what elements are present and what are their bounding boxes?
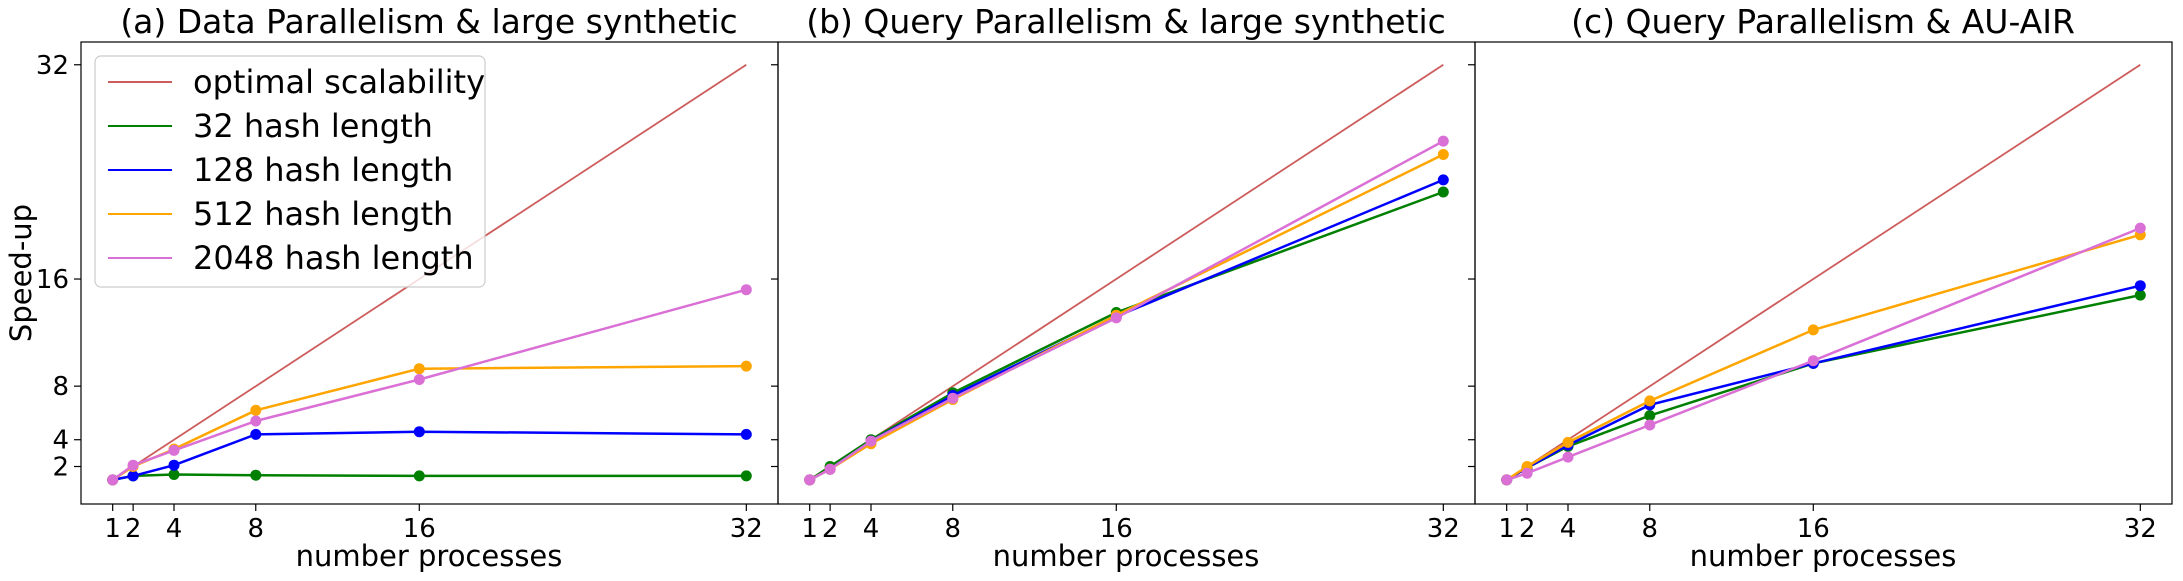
- panel-a-x-tick-label: 4: [166, 514, 183, 544]
- panel-a-point-2048-hash-length: [413, 374, 425, 385]
- panel-a-x-tick-label: 32: [730, 514, 763, 544]
- panel-c-series-32-hash-length: [1506, 293, 2141, 481]
- y-tick-label: 8: [52, 372, 69, 402]
- panel-c-point-128-hash-length: [2134, 280, 2146, 292]
- panel-b-series-512-hash-length: [809, 153, 1444, 482]
- panel-c-series-2048-hash-length: [1506, 226, 2141, 482]
- panel-a-point-128-hash-length: [127, 470, 139, 482]
- panel-a-point-2048-hash-length: [740, 284, 752, 296]
- panel-b-series-128-hash-length: [809, 178, 1444, 482]
- panel-c-frame: [1474, 41, 2173, 505]
- legend-label-2048: 2048 hash length: [193, 239, 474, 277]
- y-tick-label: 2: [52, 453, 69, 483]
- panel-b-point-2048-hash-length: [824, 463, 836, 475]
- panel-c-title: (c) Query Parallelism & AU-AIR: [1571, 2, 2075, 41]
- panel-b-x-tick-label: 2: [822, 514, 839, 544]
- panel-b-point-32-hash-length: [1437, 186, 1449, 198]
- panel-c-series-optimal-scalability: [1506, 64, 2141, 481]
- panel-a-point-128-hash-length: [168, 459, 180, 471]
- panel-a-point-128-hash-length: [740, 428, 752, 440]
- panel-a-point-128-hash-length: [413, 426, 425, 438]
- panel-a-point-512-hash-length: [413, 363, 425, 375]
- panel-c-point-512-hash-length: [1644, 395, 1656, 407]
- panel-a-x-tick-label: 16: [403, 514, 436, 544]
- panel-b-series-32-hash-length: [809, 190, 1444, 481]
- panel-a-point-512-hash-length: [250, 404, 262, 416]
- panel-c-point-32-hash-length: [1644, 410, 1656, 422]
- panel-a-point-32-hash-length: [250, 469, 262, 481]
- panel-c-point-2048-hash-length: [1807, 355, 1819, 367]
- panel-a-point-512-hash-length: [740, 360, 752, 372]
- y-tick-label: 16: [36, 265, 69, 295]
- legend-box: [94, 55, 486, 288]
- panel-b-x-axis-label: number processes: [993, 539, 1260, 573]
- panel-b-point-2048-hash-length: [1437, 135, 1449, 147]
- series-layer: [107, 64, 2146, 486]
- legend-label-128: 128 hash length: [193, 151, 453, 189]
- panel-a-x-tick-label: 1: [104, 514, 121, 544]
- panel-b-title: (b) Query Parallelism & large synthetic: [806, 2, 1446, 41]
- legend-label-optimal: optimal scalability: [193, 63, 485, 101]
- panel-b-x-tick-label: 32: [1427, 514, 1460, 544]
- panel-c-point-2048-hash-length: [1644, 419, 1656, 431]
- panel-c-point-2048-hash-length: [1521, 467, 1533, 479]
- panel-a-point-2048-hash-length: [168, 444, 180, 456]
- panel-a-x-tick-label: 2: [125, 514, 142, 544]
- panel-c-point-32-hash-length: [2134, 289, 2146, 301]
- y-axis-label: Speed-up: [4, 204, 38, 342]
- panel-a-point-2048-hash-length: [250, 415, 262, 427]
- legend: optimal scalability 32 hash length 128 h…: [94, 55, 486, 288]
- panel-a-series-32-hash-length: [112, 473, 747, 482]
- panel-b-point-2048-hash-length: [1110, 312, 1122, 324]
- panel-b-x-tick-label: 4: [863, 514, 880, 544]
- panel-a-x-tick-label: 8: [247, 514, 264, 544]
- panel-a-point-2048-hash-length: [127, 459, 139, 471]
- panel-a-x-axis-label: number processes: [296, 539, 563, 573]
- panel-b-series-optimal-scalability: [809, 64, 1444, 481]
- panel-a-point-32-hash-length: [413, 470, 425, 482]
- panel-b-x-tick-label: 8: [944, 514, 961, 544]
- panel-b-point-2048-hash-length: [804, 474, 816, 486]
- panel-a-point-2048-hash-length: [107, 474, 119, 486]
- panel-b-x-tick-label: 16: [1100, 514, 1133, 544]
- panel-c-x-tick-label: 1: [1498, 514, 1515, 544]
- panel-a-point-32-hash-length: [168, 469, 180, 480]
- panel-c-x-tick-label: 32: [2124, 514, 2157, 544]
- panel-c-point-2048-hash-length: [2134, 222, 2146, 234]
- legend-label-32: 32 hash length: [193, 107, 433, 145]
- panel-b-point-512-hash-length: [1437, 149, 1449, 160]
- panel-c-x-tick-label: 2: [1519, 514, 1536, 544]
- panel-b-point-128-hash-length: [1437, 174, 1449, 186]
- panel-c-point-2048-hash-length: [1501, 474, 1513, 486]
- panel-b-x-tick-label: 1: [801, 514, 818, 544]
- y-tick-label: 32: [36, 51, 69, 81]
- panel-a-point-32-hash-length: [740, 470, 752, 482]
- panel-a-point-128-hash-length: [250, 428, 262, 440]
- panel-a-title: (a) Data Parallelism & large synthetic: [120, 2, 737, 41]
- panel-b-point-2048-hash-length: [947, 392, 959, 404]
- panel-b-point-2048-hash-length: [865, 435, 877, 447]
- panel-a-series-512-hash-length: [112, 364, 747, 481]
- y-tick-label: 4: [52, 426, 69, 456]
- panel-c-x-axis-label: number processes: [1690, 539, 1957, 573]
- panel-c-point-2048-hash-length: [1562, 451, 1574, 463]
- panel-c-x-tick-label: 16: [1797, 514, 1830, 544]
- panel-c-x-tick-label: 8: [1641, 514, 1658, 544]
- panel-c-x-tick-label: 4: [1560, 514, 1577, 544]
- panel-c-point-512-hash-length: [1807, 324, 1819, 336]
- panel-c-point-512-hash-length: [1562, 436, 1574, 448]
- legend-label-512: 512 hash length: [193, 195, 453, 233]
